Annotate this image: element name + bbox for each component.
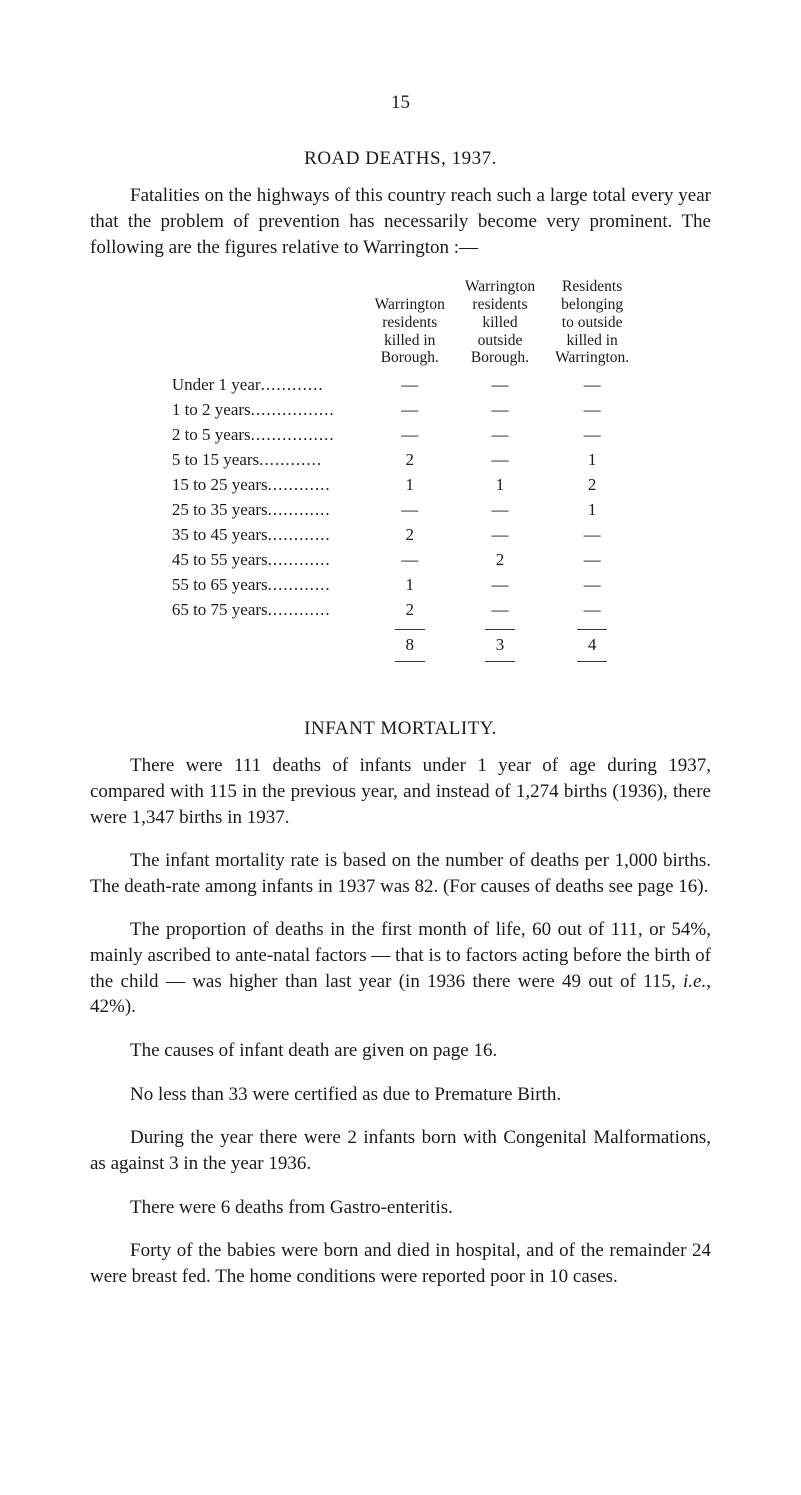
infant-p3-a: The proportion of deaths in the first mo… [90,919,711,991]
row-v2: — [455,373,545,398]
table-total-row: 8 3 4 [162,623,639,668]
table-row: 55 to 65 years............1—— [162,573,639,598]
row-v2: — [455,448,545,473]
row-v2: — [455,523,545,548]
row-v1: 2 [365,448,455,473]
row-v3: — [545,573,639,598]
table-row: 45 to 55 years............—2— [162,548,639,573]
row-v2: — [455,573,545,598]
infant-p2: The infant mortality rate is based on th… [90,848,711,899]
row-v1: 2 [365,598,455,623]
hdr3-l2: belonging [561,296,623,313]
hdr3-l3: to outside [562,314,623,331]
row-v2: — [455,498,545,523]
row-v2: — [455,398,545,423]
row-label: 25 to 35 years............ [162,498,365,523]
row-v3: 2 [545,473,639,498]
table-row: 25 to 35 years............——1 [162,498,639,523]
total-v1: 8 [365,623,455,668]
row-v2: 2 [455,548,545,573]
table-row: 1 to 2 years................——— [162,398,639,423]
total-v3: 4 [545,623,639,668]
row-label: 55 to 65 years............ [162,573,365,598]
hdr1-l4: Borough. [381,349,439,366]
table-header-col1: Warringtonresidentskilled inBorough. [365,278,455,373]
total-v2: 3 [455,623,545,668]
table-body: Under 1 year............———1 to 2 years.… [162,373,639,622]
row-label: 2 to 5 years................ [162,423,365,448]
table-header-row: Warringtonresidentskilled inBorough. War… [162,278,639,373]
road-deaths-table-wrap: Warringtonresidentskilled inBorough. War… [90,278,711,667]
row-v3: 1 [545,498,639,523]
page-number: 15 [90,90,711,116]
row-label: 1 to 2 years................ [162,398,365,423]
row-v3: — [545,423,639,448]
row-label: 35 to 45 years............ [162,523,365,548]
hdr2-l5: Borough. [471,349,529,366]
row-v3: — [545,548,639,573]
row-v1: 2 [365,523,455,548]
infant-p7: There were 6 deaths from Gastro-enteriti… [90,1195,711,1221]
infant-mortality-heading: INFANT MORTALITY. [90,716,711,742]
total-label [162,623,365,668]
road-deaths-intro: Fatalities on the highways of this count… [90,183,711,260]
row-v1: 1 [365,573,455,598]
row-label: 65 to 75 years............ [162,598,365,623]
row-v3: — [545,523,639,548]
row-label: 5 to 15 years............ [162,448,365,473]
row-v3: — [545,598,639,623]
hdr1-l3: killed in [384,332,435,349]
table-row: 2 to 5 years................——— [162,423,639,448]
hdr3-l1: Residents [562,278,622,295]
table-header-blank [162,278,365,373]
hdr2-l2: residents [472,296,527,313]
table-row: 35 to 45 years............2—— [162,523,639,548]
infant-p3: The proportion of deaths in the first mo… [90,917,711,1020]
row-v1: — [365,373,455,398]
row-label: Under 1 year............ [162,373,365,398]
row-v1: — [365,548,455,573]
hdr2-l3: killed [482,314,517,331]
row-label: 15 to 25 years............ [162,473,365,498]
road-deaths-heading: ROAD DEATHS, 1937. [90,146,711,172]
row-v1: 1 [365,473,455,498]
hdr3-l5: Warrington. [555,349,629,366]
table-header-col3: Residentsbelongingto outsidekilled inWar… [545,278,639,373]
hdr1-l2: residents [382,314,437,331]
row-label: 45 to 55 years............ [162,548,365,573]
road-deaths-table: Warringtonresidentskilled inBorough. War… [162,278,639,667]
infant-p1: There were 111 deaths of infants under 1… [90,753,711,830]
row-v2: 1 [455,473,545,498]
infant-p4: The causes of infant death are given on … [90,1038,711,1064]
row-v2: — [455,423,545,448]
hdr2-l1: Warrington [465,278,535,295]
table-row: 65 to 75 years............2—— [162,598,639,623]
infant-p5: No less than 33 were certified as due to… [90,1082,711,1108]
hdr1-l1: Warrington [375,296,445,313]
row-v1: — [365,423,455,448]
infant-p8: Forty of the babies were born and died i… [90,1238,711,1289]
row-v1: — [365,398,455,423]
row-v1: — [365,498,455,523]
infant-p6: During the year there were 2 infants bor… [90,1125,711,1176]
table-row: 5 to 15 years............2—1 [162,448,639,473]
table-header-col2: WarringtonresidentskilledoutsideBorough. [455,278,545,373]
row-v3: 1 [545,448,639,473]
table-row: Under 1 year............——— [162,373,639,398]
row-v3: — [545,398,639,423]
hdr3-l4: killed in [567,332,618,349]
table-row: 15 to 25 years............112 [162,473,639,498]
hdr2-l4: outside [478,332,523,349]
infant-p3-ie: i.e. [683,971,706,992]
row-v3: — [545,373,639,398]
row-v2: — [455,598,545,623]
